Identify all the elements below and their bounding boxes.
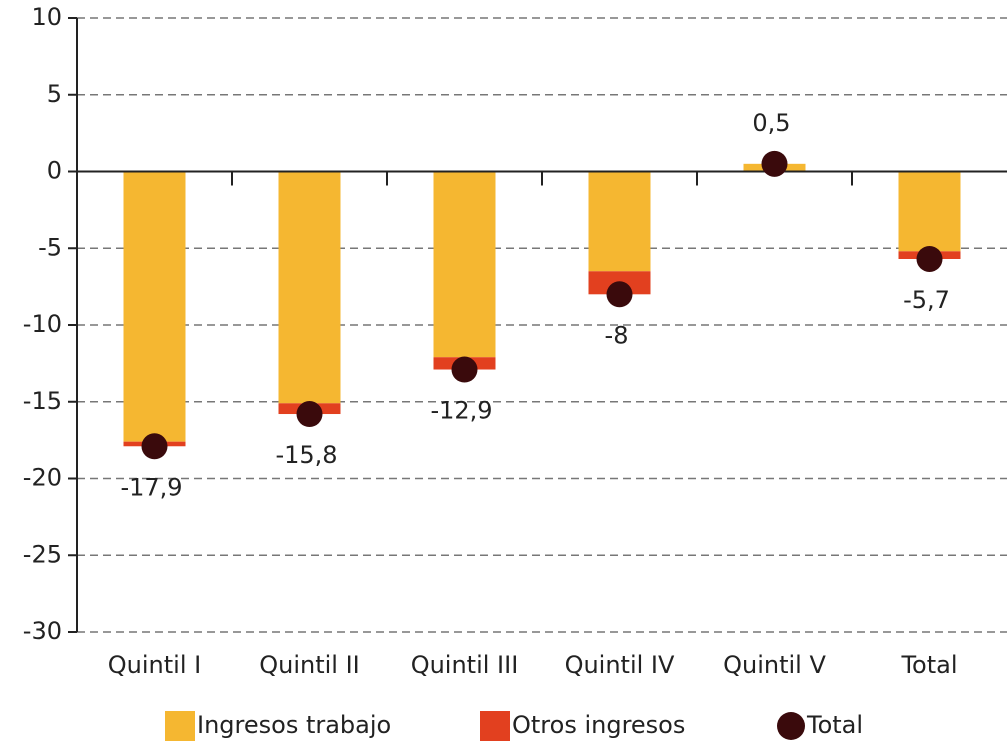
- bar-segment: [123, 171, 186, 442]
- x-tick-label: Quintil I: [108, 651, 201, 679]
- legend-label: Otros ingresos: [512, 711, 685, 739]
- legend-marker: [165, 711, 195, 741]
- total-dot: [606, 281, 633, 308]
- data-label: 0,5: [752, 109, 790, 137]
- legend-label: Total: [806, 711, 863, 739]
- data-label: -12,9: [430, 397, 492, 425]
- total-dot: [141, 433, 168, 460]
- x-tick-label: Quintil V: [723, 651, 826, 679]
- y-tick-label: -10: [23, 310, 62, 338]
- legend-label: Ingresos trabajo: [197, 711, 391, 739]
- y-tick-label: 5: [47, 80, 62, 108]
- bar-segment: [433, 171, 496, 358]
- bar-segment: [278, 171, 341, 404]
- x-tick-label: Quintil III: [411, 651, 519, 679]
- total-dot: [451, 356, 478, 383]
- x-tick-label: Total: [900, 651, 957, 679]
- legend-marker: [777, 712, 805, 740]
- y-tick-label: -20: [23, 464, 62, 492]
- bar-segment: [588, 171, 651, 272]
- legend-marker: [480, 711, 510, 741]
- y-tick-label: 0: [47, 157, 62, 185]
- data-label: -8: [605, 321, 629, 349]
- y-tick-label: -30: [23, 617, 62, 645]
- data-label: -15,8: [275, 441, 337, 469]
- data-label: -17,9: [120, 473, 182, 501]
- y-tick-label: -5: [38, 233, 62, 261]
- total-dot: [916, 245, 943, 272]
- x-tick-label: Quintil IV: [565, 651, 675, 679]
- bar-segment: [898, 171, 961, 252]
- total-dot: [761, 150, 788, 177]
- x-tick-label: Quintil II: [259, 651, 360, 679]
- y-tick-label: -15: [23, 387, 62, 415]
- total-dot: [296, 401, 323, 428]
- y-tick-label: 10: [31, 3, 62, 31]
- data-label: -5,7: [903, 286, 950, 314]
- y-tick-label: -25: [23, 540, 62, 568]
